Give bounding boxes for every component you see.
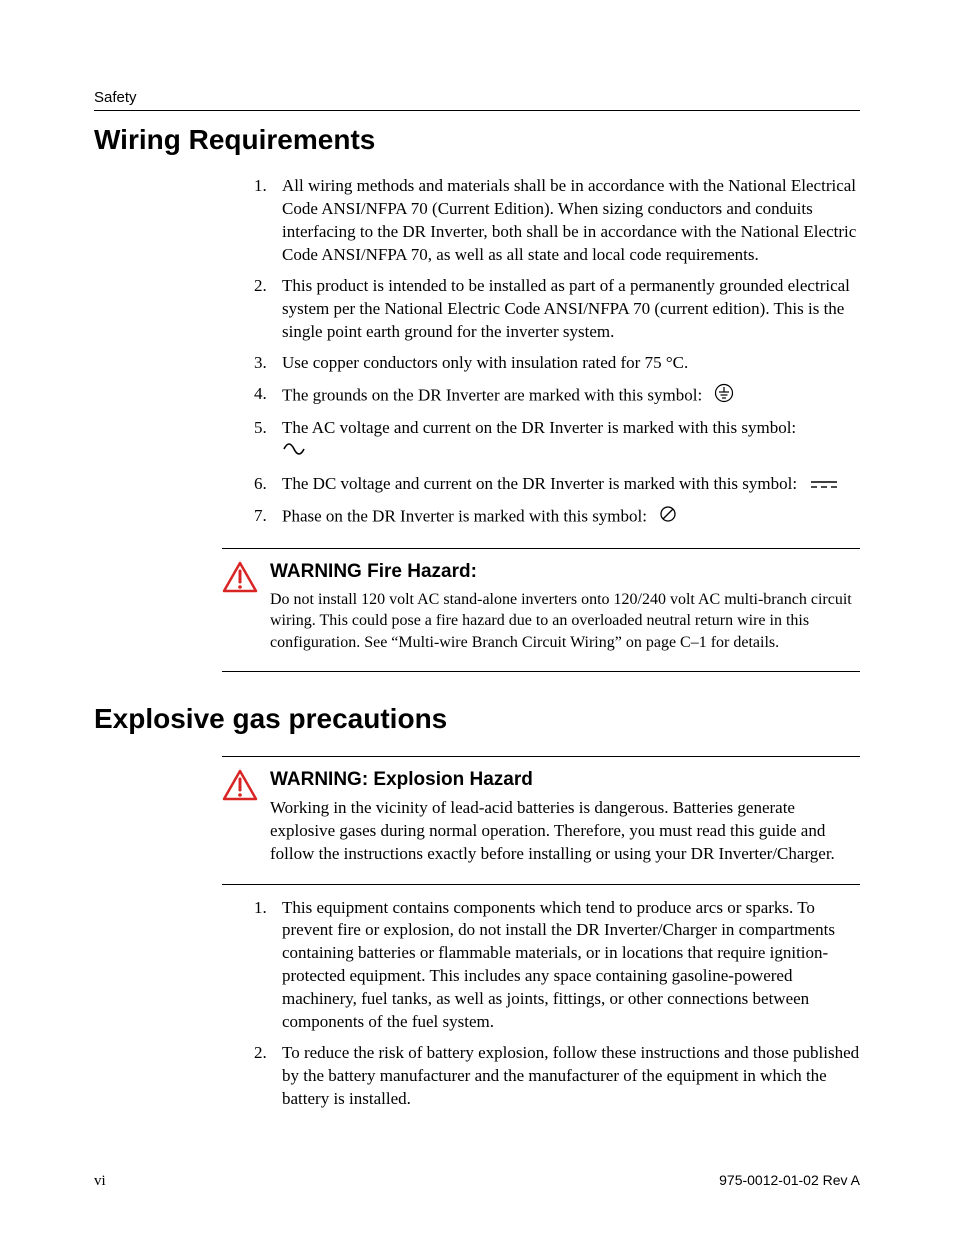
list-item: This equipment contains components which… [254,897,860,1035]
list-item-text: Use copper conductors only with insulati… [282,352,860,375]
list-item-text: The DC voltage and current on the DR Inv… [282,473,860,497]
warning-explosion-block: WARNING: Explosion Hazard Working in the… [222,756,860,884]
phase-icon [659,505,677,530]
warning-text: Working in the vicinity of lead-acid bat… [270,797,860,866]
divider [222,671,860,672]
divider [222,884,860,885]
list-item: This product is intended to be installed… [254,275,860,344]
warning-row: WARNING: Explosion Hazard Working in the… [222,767,860,865]
warning-triangle-icon [222,561,258,593]
list-item-text: All wiring methods and materials shall b… [282,175,860,267]
explosive-list: This equipment contains components which… [254,897,860,1111]
section-title-wiring: Wiring Requirements [94,121,860,159]
warning-title: WARNING: Explosion Hazard [270,767,860,793]
list-item-text: This equipment contains components which… [282,897,860,1035]
list-item-text: To reduce the risk of battery explosion,… [282,1042,860,1111]
warning-triangle-icon [222,769,258,801]
footer: vi 975-0012-01-02 Rev A [94,1171,860,1191]
warning-row: WARNING Fire Hazard: Do not install 120 … [222,559,860,653]
list-item-text: The grounds on the DR Inverter are marke… [282,383,860,410]
warning-fire-block: WARNING Fire Hazard: Do not install 120 … [222,548,860,672]
list-item: To reduce the risk of battery explosion,… [254,1042,860,1111]
list-item: Use copper conductors only with insulati… [254,352,860,375]
list-item-text: Phase on the DR Inverter is marked with … [282,505,860,530]
wiring-list: All wiring methods and materials shall b… [254,175,860,530]
explosive-list-block: This equipment contains components which… [254,897,860,1111]
item-text: Phase on the DR Inverter is marked with … [282,506,647,525]
divider [222,756,860,757]
ground-icon [714,383,734,410]
list-item-text: This product is intended to be installed… [282,275,860,344]
dc-icon [809,474,839,497]
warning-body: WARNING Fire Hazard: Do not install 120 … [270,559,860,653]
warning-text: Do not install 120 volt AC stand-alone i… [270,589,860,654]
warning-title: WARNING Fire Hazard: [270,559,860,585]
list-item: The AC voltage and current on the DR Inv… [254,417,860,465]
list-item-text: The AC voltage and current on the DR Inv… [282,417,860,465]
section-title-explosive: Explosive gas precautions [94,700,860,738]
ac-icon [282,440,306,465]
item-text: The grounds on the DR Inverter are marke… [282,385,702,404]
footer-docid: 975-0012-01-02 Rev A [719,1171,860,1191]
list-item: Phase on the DR Inverter is marked with … [254,505,860,530]
divider [222,548,860,549]
list-item: The DC voltage and current on the DR Inv… [254,473,860,497]
footer-page: vi [94,1171,106,1191]
list-item: All wiring methods and materials shall b… [254,175,860,267]
item-text: The DC voltage and current on the DR Inv… [282,474,797,493]
list-item: The grounds on the DR Inverter are marke… [254,383,860,410]
warning-body: WARNING: Explosion Hazard Working in the… [270,767,860,865]
wiring-list-block: All wiring methods and materials shall b… [254,175,860,530]
header-label: Safety [94,88,860,111]
item-text: The AC voltage and current on the DR Inv… [282,418,796,437]
